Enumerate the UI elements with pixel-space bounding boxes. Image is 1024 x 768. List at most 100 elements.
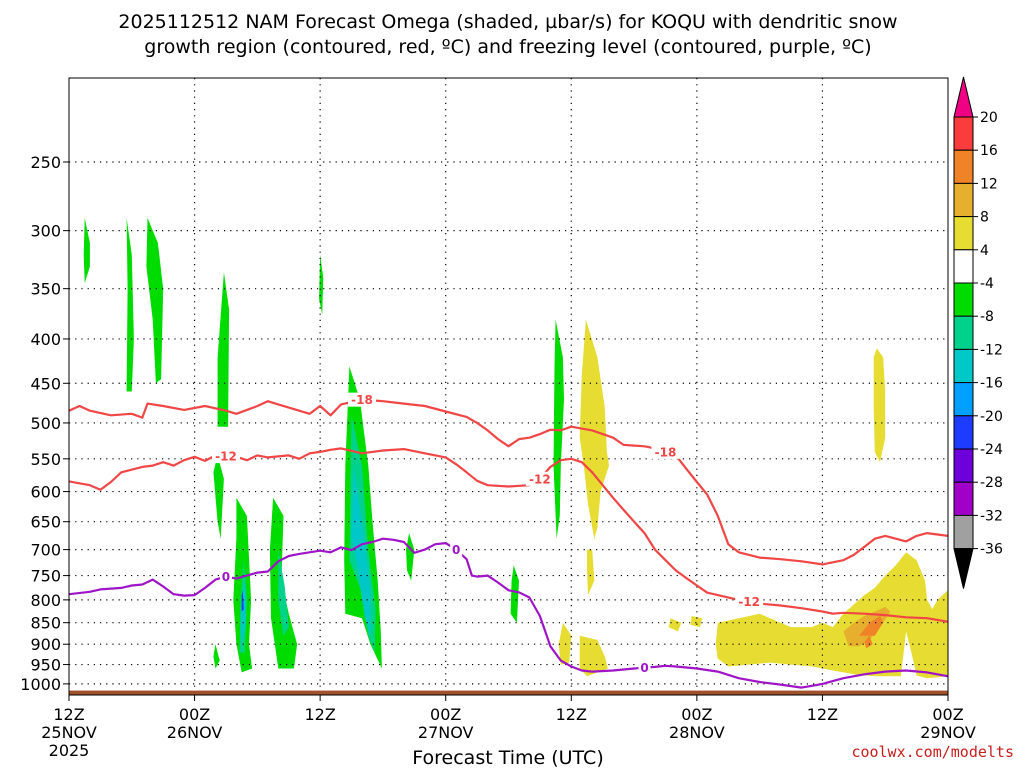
ytick-label-650: 650 [30, 513, 61, 532]
contour-label-bg-zero-1 [450, 542, 463, 557]
gridlines [69, 78, 948, 695]
colorbar-segment-5 [953, 282, 974, 317]
colorbar-label-4: 4 [980, 243, 989, 259]
ytick-label-950: 950 [30, 656, 61, 675]
xtick-label-36-0: 00Z [430, 705, 461, 724]
xtick-label-12-0: 00Z [179, 705, 210, 724]
contour-label-zero-1: 0 [452, 543, 460, 557]
xtick-label-60-1: 28NOV [669, 723, 725, 742]
omega-region-29 [864, 635, 873, 649]
colorbar-segment-3 [953, 216, 974, 251]
contour-label-bg-minus12-2 [735, 594, 764, 609]
ytick-label-850: 850 [30, 614, 61, 633]
xtick-label-60-0: 00Z [681, 705, 712, 724]
credit-text: coolwx.com/modelts [851, 743, 1014, 761]
ytick-label-250: 250 [30, 153, 61, 172]
ytick-label-500: 500 [30, 414, 61, 433]
colorbar-label-10: -24 [980, 442, 1003, 458]
omega-region-25 [690, 616, 703, 628]
xtick-label-0-2: 2025 [49, 741, 90, 760]
colorbar-segment-6 [953, 315, 974, 350]
colorbar-label-1: 16 [980, 143, 998, 159]
ytick-label-1000: 1000 [20, 675, 61, 694]
omega-region-28 [859, 616, 884, 636]
contour-label-minus12-2: -12 [738, 595, 760, 609]
colorbar-label-6: -8 [980, 309, 994, 325]
ytick-label-600: 600 [30, 483, 61, 502]
xtick-label-36-1: 27NOV [418, 723, 474, 742]
contour-label-minus12-1: -12 [529, 472, 551, 486]
contour-label-minus18-1: -18 [655, 445, 677, 459]
colorbar-segment-top [953, 76, 974, 118]
xtick-label-24-0: 12Z [304, 705, 335, 724]
colorbar-segment-2 [953, 182, 974, 218]
colorbar-label-5: -4 [980, 276, 994, 292]
contour-label-bg-zero-0 [219, 569, 232, 584]
colorbar-segment-0 [953, 116, 974, 151]
ytick-label-300: 300 [30, 222, 61, 241]
contour-label-bg-minus18-0 [348, 392, 376, 407]
xtick-label-0-1: 25NOV [41, 723, 97, 742]
contour-label-minus12-0: -12 [215, 450, 237, 464]
omega-region-0 [83, 217, 90, 284]
omega-region-24 [668, 618, 682, 632]
omega-region-11 [269, 497, 298, 669]
omega-region-10 [241, 590, 244, 612]
omega-region-16 [406, 533, 415, 581]
contour-label-zero-2: 0 [640, 661, 648, 675]
contour-label-zero-0: 0 [222, 570, 230, 584]
colorbar-label-13: -36 [980, 542, 1003, 558]
omega-region-18 [553, 319, 564, 539]
xtick-label-12-1: 26NOV [167, 723, 223, 742]
contour-label-bg-minus12-1 [525, 471, 554, 486]
colorbar-label-7: -12 [980, 342, 1003, 358]
omega-region-5 [213, 455, 224, 539]
contour-label-bg-minus12-0 [211, 449, 240, 464]
colorbar-label-12: -32 [980, 508, 1003, 524]
colorbar-segment-10 [953, 448, 974, 483]
contour-label-minus18-0: -18 [351, 393, 373, 407]
omega-region-15 [351, 465, 371, 636]
xtick-label-48-0: 12Z [556, 705, 587, 724]
xtick-label-84-0: 00Z [932, 705, 963, 724]
colorbar-segment-1 [953, 149, 974, 184]
colorbar-segment-4 [953, 249, 974, 284]
omega-region-22 [579, 635, 608, 677]
omega-region-20 [587, 549, 595, 596]
colorbar-segment-9 [953, 415, 974, 450]
omega-region-17 [510, 565, 519, 623]
ytick-label-750: 750 [30, 567, 61, 586]
colorbar-label-3: 8 [980, 210, 989, 226]
omega-region-4 [319, 254, 324, 315]
colorbar-segment-7 [953, 348, 974, 384]
contour-label-bg-zero-2 [638, 660, 651, 675]
omega-region-12 [278, 549, 289, 636]
ytick-label-800: 800 [30, 591, 61, 610]
xtick-label-0-0: 12Z [53, 705, 84, 724]
contour-minus12 [69, 447, 948, 623]
omega-region-26 [715, 552, 948, 679]
omega-region-3 [217, 272, 230, 427]
y-axis: 250 300 350 400 450 500 550 600 650 700 750 800 850 9… [20, 153, 69, 694]
contour-labels: -18 -18 -12 -12 -12 0 0 0 [211, 392, 764, 675]
colorbar-segment-bottom [953, 548, 974, 589]
ytick-label-900: 900 [30, 635, 61, 654]
terrain-band [69, 690, 948, 695]
omega-shading [83, 217, 948, 679]
terrain [69, 690, 948, 695]
ytick-label-400: 400 [30, 330, 61, 349]
colorbar: 20 16 12 8 4 -4 -8 -12 -16 -20 -24 -28 -32 -36 [953, 76, 1003, 589]
colorbar-label-9: -20 [980, 409, 1003, 425]
omega-region-1 [126, 217, 134, 392]
plot-frame [68, 77, 949, 696]
contour-minus18 [69, 398, 948, 566]
colorbar-segment-11 [953, 481, 974, 516]
x-axis-title: Forecast Time (UTC) [412, 747, 603, 768]
omega-region-6 [213, 644, 220, 669]
ytick-label-700: 700 [30, 541, 61, 560]
colorbar-label-8: -16 [980, 376, 1003, 392]
omega-region-23 [873, 348, 886, 463]
xtick-label-84-1: 29NOV [920, 723, 976, 742]
